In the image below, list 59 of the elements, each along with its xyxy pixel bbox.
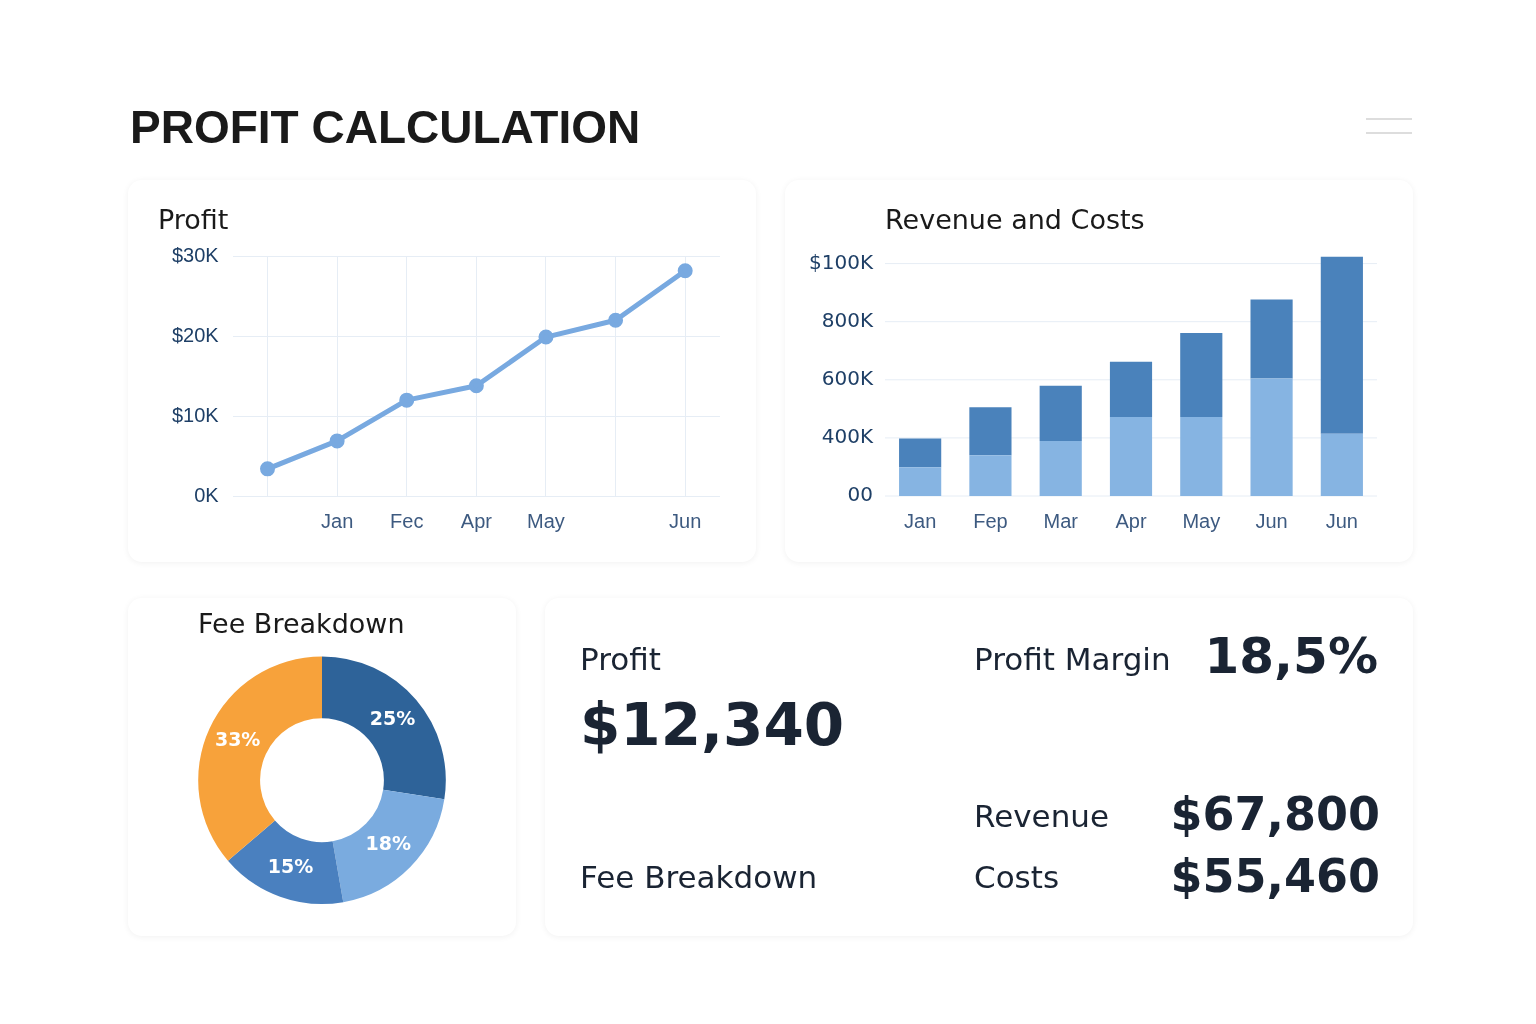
x-tick-label: Apr [1115, 509, 1147, 532]
x-tick-label: Mar [1043, 509, 1079, 532]
y-tick-label: $20K [171, 323, 220, 346]
x-tick-label: Jun [669, 509, 702, 532]
point [260, 461, 276, 477]
text: Profit [580, 640, 661, 677]
x-tick-label: May [527, 509, 565, 532]
text: $67,800 [1170, 787, 1380, 842]
y-tick-label: 0K [194, 483, 220, 506]
x-tick-label: Jan [904, 509, 937, 532]
text: Costs [974, 858, 1060, 895]
bar [1180, 416, 1223, 496]
text: Profit Margin [974, 640, 1171, 677]
point [468, 378, 484, 394]
text: Fee Breakdown [580, 858, 818, 895]
y-tick-label: $10K [171, 403, 220, 426]
x-tick-label: Apr [460, 509, 493, 532]
x-tick-label: Fep [973, 509, 1008, 532]
bar [969, 455, 1012, 496]
x-tick-label: May [1182, 509, 1221, 532]
text: Revenue [974, 797, 1110, 834]
bar [899, 438, 942, 468]
x-tick-label: Jun [1255, 509, 1288, 532]
bar [1250, 378, 1293, 496]
bar [1320, 433, 1363, 496]
bar [1109, 361, 1153, 417]
data-label: 15% [267, 854, 314, 877]
text: $55,460 [1170, 849, 1380, 904]
text: $100K [808, 249, 874, 274]
text: 00 [847, 482, 873, 507]
x-tick-label: Fec [390, 509, 424, 532]
point [677, 263, 693, 279]
point [538, 329, 554, 345]
point [329, 433, 345, 449]
bar [1180, 333, 1223, 417]
bar [899, 467, 942, 496]
chart-title: Revenue and Costs [885, 204, 1145, 236]
bar [969, 407, 1012, 456]
bar [1039, 440, 1082, 496]
bar [1109, 416, 1153, 496]
text: 600K [821, 366, 874, 390]
bar [1039, 385, 1082, 441]
text: 18,5% [1204, 627, 1378, 685]
point [608, 312, 624, 328]
data-label: 25% [369, 706, 416, 729]
text: 800K [821, 307, 874, 332]
data-label: 18% [365, 832, 411, 855]
bar [1250, 299, 1293, 379]
text: PROFIT CALCULATION [130, 100, 641, 154]
text: $12,340 [580, 691, 845, 760]
x-tick-label: Jun [1325, 509, 1358, 532]
point [399, 392, 415, 408]
data-label: 33% [214, 728, 261, 751]
chart-title: Profit [158, 204, 229, 236]
chart-title: Fee Breakdown [198, 608, 405, 640]
text: 400K [821, 424, 874, 449]
bar [1320, 256, 1363, 434]
y-tick-label: $30K [171, 243, 220, 266]
x-tick-label: Jan [321, 509, 354, 532]
